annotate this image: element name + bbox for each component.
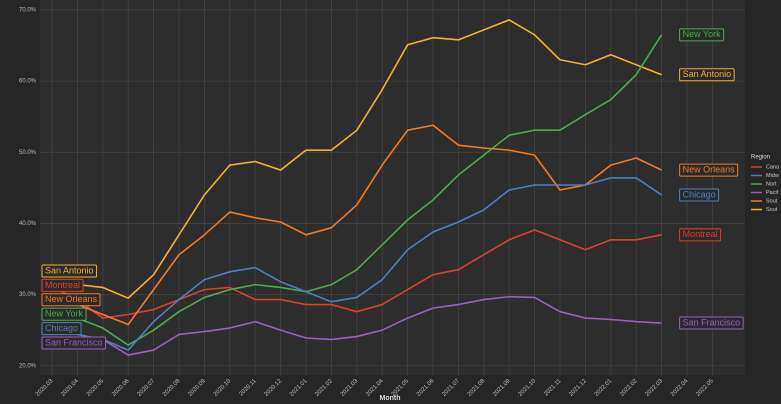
legend-label: Pacif	[766, 190, 779, 196]
legend-label: Sout	[766, 198, 778, 204]
end-label: Chicago	[679, 188, 720, 202]
end-label: New Orleans	[679, 163, 739, 177]
end-label-text: New York	[683, 29, 722, 39]
y-tick-label: 20.0%	[19, 363, 37, 369]
start-label-text: San Francisco	[45, 337, 103, 347]
end-label-box	[679, 228, 722, 242]
series-line	[51, 34, 663, 346]
y-tick-label: 60.0%	[19, 79, 37, 85]
end-label-text: San Francisco	[683, 317, 741, 327]
y-tick-label: 30.0%	[19, 292, 37, 298]
series-line	[51, 19, 662, 299]
end-label-box	[679, 28, 725, 42]
series-line	[51, 229, 662, 319]
start-label-box	[41, 322, 82, 336]
start-label-box	[41, 278, 84, 292]
start-label-text: San Antonio	[45, 265, 94, 275]
y-tick-label: 40.0%	[19, 221, 37, 227]
x-axis-title: Month	[380, 395, 401, 402]
legend-label: Nort	[766, 181, 777, 187]
end-label-text: New Orleans	[683, 164, 736, 174]
end-label-box	[679, 188, 720, 202]
start-label: San Antonio	[41, 264, 98, 278]
legend-label: Cana	[766, 164, 780, 170]
end-label: San Antonio	[679, 68, 735, 82]
start-label-box	[41, 264, 98, 278]
end-label-text: Montreal	[683, 229, 718, 239]
plot-panel	[40, 0, 745, 375]
start-label: New York	[41, 307, 87, 321]
start-label: New Orleans	[41, 293, 101, 307]
end-label-text: San Antonio	[683, 69, 732, 79]
end-label: Montreal	[679, 228, 722, 242]
start-label-text: New York	[45, 309, 84, 319]
series-line	[51, 124, 662, 326]
end-label: San Francisco	[679, 316, 744, 330]
start-label-box	[41, 336, 107, 350]
grid	[40, 0, 745, 375]
start-label: Chicago	[41, 322, 82, 336]
end-label-text: Chicago	[683, 189, 716, 199]
start-label-box	[41, 307, 87, 321]
legend-label: Sout	[766, 207, 778, 213]
end-label-box	[679, 68, 735, 82]
series-line	[51, 177, 663, 351]
legend-title: Region	[751, 155, 770, 161]
end-label: New York	[679, 28, 725, 42]
start-label-text: Chicago	[45, 323, 78, 333]
start-label-box	[41, 293, 101, 307]
start-label-text: Montreal	[45, 280, 80, 290]
y-tick-label: 70.0%	[19, 8, 37, 14]
series-line	[51, 295, 662, 356]
legend-label: Midw	[766, 173, 779, 179]
start-label: San Francisco	[41, 336, 107, 350]
y-tick-label: 50.0%	[19, 150, 37, 156]
start-label: Montreal	[41, 278, 84, 292]
end-label-box	[679, 163, 739, 177]
start-label-text: New Orleans	[45, 294, 98, 304]
end-label-box	[679, 316, 744, 330]
